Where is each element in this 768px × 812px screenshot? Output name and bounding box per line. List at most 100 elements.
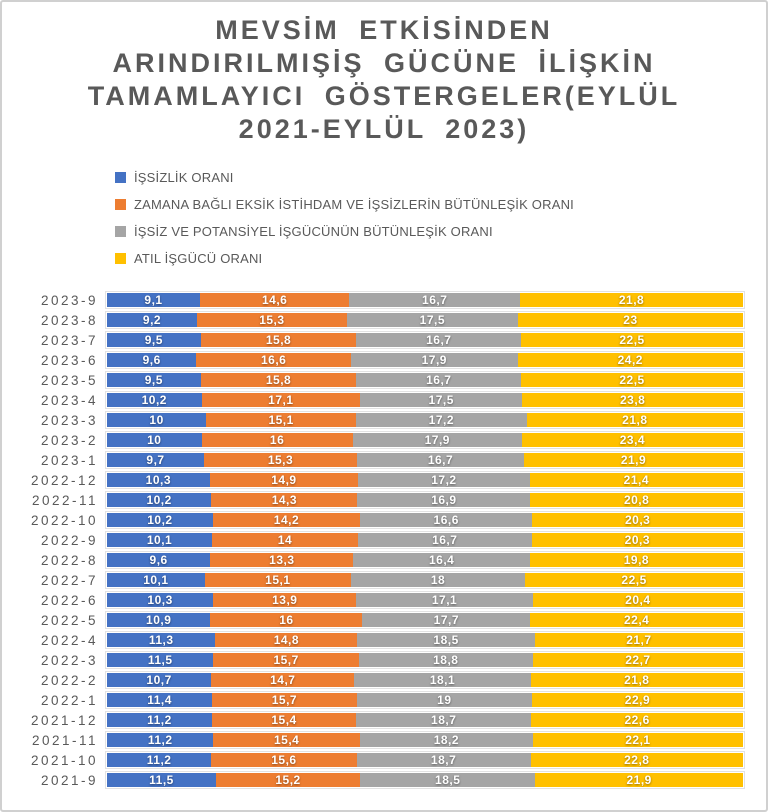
bar-segment: 16,7 — [349, 293, 521, 307]
stacked-bar: 10,1 14 16,7 20,3 — [105, 531, 745, 549]
bar-value-label: 23,4 — [619, 433, 646, 447]
stacked-bar: 10,3 14,9 17,2 21,4 — [105, 471, 745, 489]
bar-value-label: 17,9 — [424, 433, 450, 447]
category-label: 2023-1 — [40, 452, 98, 468]
bar-value-label: 17,2 — [428, 413, 455, 427]
stacked-bar: 10,7 14,7 18,1 21,8 — [105, 671, 745, 689]
stacked-bar: 11,3 14,8 18,5 21,7 — [105, 631, 745, 649]
bar-value-label: 16,7 — [426, 373, 452, 387]
bar-segment: 10,3 — [107, 473, 210, 487]
bar-segment: 17,9 — [352, 433, 522, 447]
bar-segment: 9,5 — [107, 333, 201, 347]
bar-segment: 11,2 — [107, 713, 212, 727]
bar-value-label: 15,1 — [265, 573, 291, 587]
bar-segment: 9,7 — [107, 453, 204, 467]
bar-row: 2021-10 11,2 15,6 18,7 22,8 — [2, 750, 745, 770]
bar-value-label: 15,4 — [273, 733, 300, 747]
bar-segment: 13,9 — [213, 593, 357, 607]
stacked-bar: 10 15,1 17,2 21,8 — [105, 411, 745, 429]
bar-value-label: 16,6 — [433, 513, 459, 527]
bar-segment: 21,4 — [529, 473, 743, 487]
stacked-bar: 10,1 15,1 18 22,5 — [105, 571, 745, 589]
bar-segment: 10,2 — [107, 513, 213, 527]
bar-value-label: 14 — [277, 533, 293, 547]
bar-value-label: 11,3 — [148, 633, 174, 647]
stacked-bar: 10,2 14,3 16,9 20,8 — [105, 491, 745, 509]
stacked-bar: 11,2 15,4 18,7 22,6 — [105, 711, 745, 729]
bar-segment: 15,7 — [213, 653, 359, 667]
bar-value-label: 21,7 — [626, 633, 652, 647]
bar-segment: 18,2 — [359, 733, 533, 747]
bar-value-label: 16,7 — [422, 293, 448, 307]
bar-segment: 16,9 — [357, 493, 531, 507]
bar-segment: 20,3 — [531, 533, 743, 547]
legend-label: ATIL İŞGÜCÜ ORANI — [134, 251, 263, 266]
bar-value-label: 17,5 — [419, 313, 445, 327]
title-line-2: ARINDIRILMIŞİŞ GÜCÜNE İLİŞKİN — [112, 48, 656, 78]
bar-value-label: 20,3 — [624, 513, 651, 527]
bar-value-label: 10 — [147, 433, 162, 447]
category-label: 2023-8 — [40, 312, 98, 328]
bar-value-label: 10,2 — [146, 493, 172, 507]
bar-value-label: 11,4 — [147, 693, 172, 707]
bar-value-label: 11,5 — [147, 653, 173, 667]
bar-segment: 23,4 — [521, 433, 743, 447]
bar-value-label: 10,7 — [146, 673, 172, 687]
category-label: 2023-3 — [40, 412, 98, 428]
stacked-bar: 9,5 15,8 16,7 22,5 — [105, 331, 745, 349]
category-label: 2022-5 — [40, 612, 98, 628]
bar-value-label: 14,9 — [271, 473, 297, 487]
bar-value-label: 23,8 — [619, 393, 646, 407]
bar-row: 2022-1 11,4 15,7 19 22,9 — [2, 690, 745, 710]
bar-segment: 17,1 — [356, 593, 533, 607]
bar-value-label: 9,7 — [146, 453, 165, 467]
bar-segment: 21,8 — [520, 293, 743, 307]
bar-segment: 15,4 — [213, 733, 360, 747]
bar-segment: 16,4 — [353, 553, 530, 567]
bar-value-label: 10,2 — [147, 513, 173, 527]
title-line-4: 2021-EYLÜL 2023) — [238, 114, 530, 144]
bar-segment: 15,1 — [206, 413, 357, 427]
bar-value-label: 15,3 — [267, 453, 294, 467]
bar-segment: 20,4 — [532, 593, 743, 607]
bar-segment: 16,7 — [356, 373, 522, 387]
bar-value-label: 22,8 — [624, 753, 650, 767]
bar-segment: 16,7 — [356, 333, 522, 347]
bar-segment: 11,2 — [107, 753, 212, 767]
bar-value-label: 17,9 — [421, 353, 447, 367]
bar-value-label: 9,5 — [144, 373, 163, 387]
bar-segment: 22,6 — [531, 713, 743, 727]
bar-value-label: 11,2 — [147, 713, 172, 727]
bar-row: 2022-4 11,3 14,8 18,5 21,7 — [2, 630, 745, 650]
bar-segment: 14,6 — [200, 293, 350, 307]
bar-segment: 11,5 — [107, 653, 214, 667]
bar-value-label: 15,3 — [259, 313, 285, 327]
stacked-bar: 9,7 15,3 16,7 21,9 — [105, 451, 745, 469]
bar-segment: 11,3 — [107, 633, 216, 647]
bar-segment: 18 — [350, 573, 526, 587]
bar-value-label: 18,5 — [435, 773, 461, 787]
stacked-bar-chart: 2023-9 9,1 14,6 16,7 21,8 2023-8 9,2 15,3 17,5 23… — [2, 290, 766, 790]
stacked-bar: 11,5 15,7 18,8 22,7 — [105, 651, 745, 669]
bar-value-label: 14,6 — [262, 293, 288, 307]
bar-value-label: 21,9 — [620, 453, 647, 467]
bar-segment: 14,2 — [212, 513, 361, 527]
bar-row: 2022-5 10,9 16 17,7 22,4 — [2, 610, 745, 630]
stacked-bar: 10 16 17,9 23,4 — [105, 431, 745, 449]
bar-segment: 14,3 — [211, 493, 358, 507]
bar-value-label: 21,9 — [626, 773, 652, 787]
bar-value-label: 18,7 — [430, 753, 457, 767]
bar-value-label: 16,7 — [427, 453, 454, 467]
bar-segment: 16,6 — [360, 513, 533, 527]
bar-row: 2021-11 11,2 15,4 18,2 22,1 — [2, 730, 745, 750]
bar-value-label: 20,8 — [623, 493, 650, 507]
bar-segment: 21,9 — [524, 453, 743, 467]
bar-value-label: 17,7 — [433, 613, 460, 627]
bar-value-label: 10,9 — [146, 613, 172, 627]
bar-value-label: 16 — [279, 613, 294, 627]
bar-row: 2022-7 10,1 15,1 18 22,5 — [2, 570, 745, 590]
bar-row: 2021-12 11,2 15,4 18,7 22,6 — [2, 710, 745, 730]
bar-value-label: 16,6 — [260, 353, 287, 367]
bar-segment: 21,9 — [535, 773, 743, 787]
category-label: 2021-9 — [40, 772, 98, 788]
